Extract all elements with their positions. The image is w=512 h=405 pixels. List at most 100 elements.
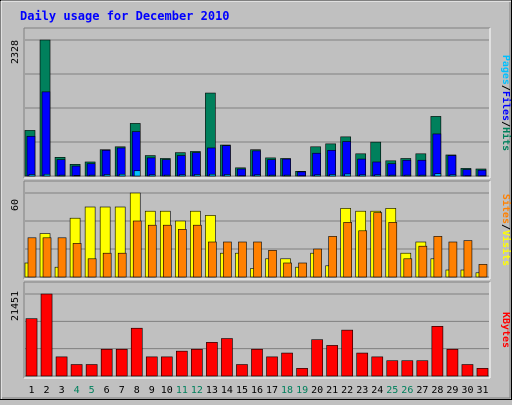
- bar-sites: [238, 242, 246, 277]
- bar-sites: [269, 250, 277, 277]
- bar-kbytes: [282, 353, 293, 376]
- bar-pages: [420, 175, 426, 176]
- bar-sites: [28, 238, 36, 277]
- bar-kbytes: [402, 361, 413, 376]
- x-tick-label: 11: [176, 385, 188, 396]
- bar-sites: [419, 246, 427, 277]
- bar-pages: [345, 174, 351, 176]
- x-tick-label: 29: [446, 385, 458, 396]
- bar-pages: [270, 175, 276, 176]
- bar-pages: [405, 175, 411, 176]
- right-legend-label: Sites/Visits: [500, 194, 512, 266]
- x-tick-label: 21: [326, 385, 338, 396]
- bar-kbytes: [342, 330, 353, 376]
- bar-kbytes: [221, 339, 232, 376]
- bar-pages: [59, 175, 65, 176]
- bar-pages: [194, 175, 200, 176]
- bar-pages: [360, 175, 366, 176]
- bar-files: [268, 160, 276, 176]
- bar-kbytes: [116, 349, 127, 376]
- bar-pages: [450, 175, 456, 176]
- bar-sites: [73, 243, 81, 277]
- bar-pages: [29, 175, 35, 176]
- bar-sites: [299, 263, 307, 277]
- bar-files: [478, 170, 486, 176]
- bar-kbytes: [131, 328, 142, 376]
- bar-kbytes: [161, 357, 172, 376]
- x-tick-label: 16: [251, 385, 263, 396]
- bar-sites: [284, 263, 292, 277]
- bar-kbytes: [56, 357, 67, 376]
- bar-sites: [329, 236, 337, 277]
- bar-pages: [149, 175, 155, 176]
- x-tick-label: 19: [296, 385, 308, 396]
- bar-files: [207, 148, 215, 176]
- bar-pages: [119, 174, 125, 176]
- bar-sites: [208, 242, 216, 277]
- bar-sites: [163, 225, 171, 277]
- bar-kbytes: [447, 349, 458, 376]
- x-tick-label: 22: [341, 385, 353, 396]
- x-tick-label: 9: [149, 385, 155, 396]
- x-tick-label: 20: [311, 385, 323, 396]
- bar-sites: [404, 259, 412, 277]
- bar-files: [328, 150, 336, 176]
- legend-part: Pages: [500, 55, 511, 85]
- bar-kbytes: [432, 326, 443, 376]
- bar-files: [177, 156, 185, 176]
- bar-sites: [434, 236, 442, 277]
- x-tick-label: 3: [59, 385, 65, 396]
- bar-files: [403, 160, 411, 176]
- bar-pages: [164, 175, 170, 176]
- bar-pages: [89, 175, 95, 176]
- bar-sites: [118, 253, 126, 277]
- bar-kbytes: [191, 349, 202, 376]
- bar-kbytes: [417, 361, 428, 376]
- x-tick-label: 15: [236, 385, 248, 396]
- bar-kbytes: [26, 319, 37, 376]
- bar-files: [448, 156, 456, 176]
- x-tick-label: 14: [221, 385, 233, 396]
- bar-sites: [314, 249, 322, 277]
- bar-files: [463, 170, 471, 176]
- bar-sites: [103, 253, 111, 277]
- x-tick-label: 13: [206, 385, 218, 396]
- bar-kbytes: [251, 349, 262, 376]
- bar-files: [298, 172, 306, 176]
- bar-sites: [223, 242, 231, 277]
- x-tick-label: 7: [119, 385, 125, 396]
- bar-sites: [389, 222, 397, 277]
- bar-files: [358, 159, 366, 176]
- bar-pages: [285, 175, 291, 176]
- y-max-label: 2328: [10, 40, 21, 64]
- bar-sites: [58, 238, 66, 277]
- bar-files: [388, 164, 396, 176]
- legend-part: Sites: [500, 194, 512, 224]
- y-max-label: 60: [10, 199, 21, 211]
- bar-kbytes: [267, 357, 278, 376]
- bar-pages: [224, 175, 230, 176]
- bar-files: [162, 160, 170, 176]
- bar-pages: [179, 175, 185, 176]
- bar-files: [102, 150, 110, 176]
- bar-files: [42, 92, 50, 176]
- x-tick-label: 4: [74, 385, 80, 396]
- bar-kbytes: [327, 345, 338, 376]
- legend-part: Visits: [500, 230, 512, 266]
- bar-files: [222, 146, 230, 176]
- bar-kbytes: [176, 351, 187, 376]
- bar-pages: [209, 174, 215, 176]
- bar-files: [132, 132, 140, 176]
- bar-kbytes: [462, 365, 473, 376]
- bar-pages: [435, 174, 441, 176]
- bar-files: [373, 162, 381, 176]
- bar-files: [87, 164, 95, 176]
- bar-kbytes: [41, 294, 52, 376]
- bar-files: [313, 153, 321, 176]
- bar-sites: [479, 264, 487, 277]
- bar-sites: [133, 221, 141, 277]
- bar-sites: [178, 229, 186, 277]
- x-tick-label: 2: [44, 385, 50, 396]
